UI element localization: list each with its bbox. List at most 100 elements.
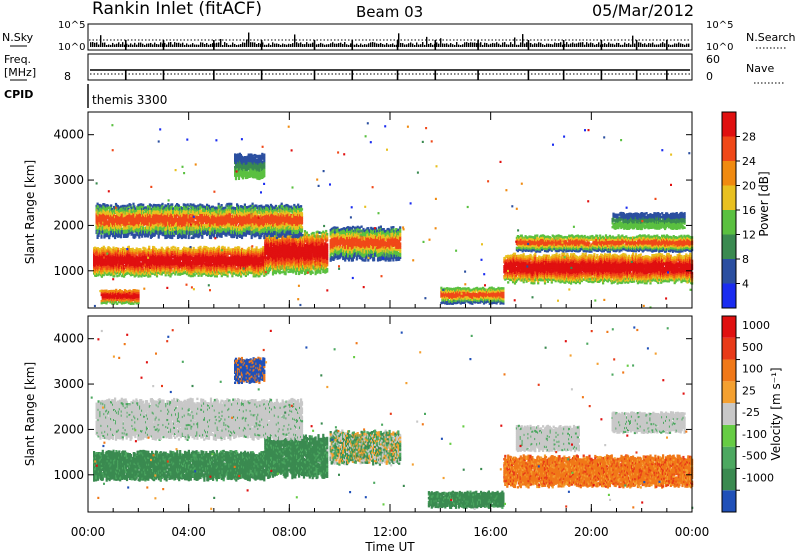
- scatter-cell: [240, 275, 242, 277]
- nsky-bar: [194, 45, 195, 47]
- nsky-bar: [684, 45, 685, 47]
- nsky-bar: [430, 43, 431, 47]
- nsky-bar: [304, 44, 305, 47]
- freq-tick: 8: [64, 70, 71, 83]
- nsky-bar: [534, 43, 535, 47]
- nsky-bar: [346, 44, 347, 47]
- scatter-cell: [193, 247, 195, 249]
- nsky-bar: [246, 39, 247, 47]
- nsky-bar: [472, 43, 473, 47]
- scatter-cell: [238, 247, 240, 249]
- nsky-bar: [506, 44, 507, 47]
- nsky-bar: [380, 43, 381, 47]
- radar-summary-plot: Rankin Inlet (fitACF) Beam 03 05/Mar/201…: [0, 0, 800, 554]
- scatter-cell: [224, 247, 226, 249]
- scatter-cell: [116, 275, 118, 277]
- nsky-bar: [402, 43, 403, 47]
- freq-unit-label: [MHz]: [4, 66, 36, 79]
- nsky-bar: [264, 45, 265, 47]
- nsky-bar: [662, 42, 663, 47]
- nsky-bar: [366, 44, 367, 47]
- nsky-bar: [450, 43, 451, 47]
- nsky-bar: [274, 44, 275, 47]
- scatter-cell: [218, 246, 220, 248]
- nsky-bar: [244, 43, 245, 47]
- nsky-bar: [508, 45, 509, 47]
- nsky-bar: [140, 43, 141, 47]
- nsky-bar: [526, 42, 527, 47]
- nsky-bar: [548, 44, 549, 47]
- nsky-bar: [490, 44, 491, 47]
- nsky-bar: [336, 44, 337, 47]
- nsky-bar: [572, 42, 573, 47]
- scatter-cell: [301, 272, 303, 274]
- nsky-bar: [638, 42, 639, 47]
- nsearch-label: N.Search: [746, 31, 796, 44]
- nsky-bar: [182, 43, 183, 47]
- nsky-bar: [644, 43, 645, 47]
- nave-label: Nave: [746, 62, 774, 75]
- nsky-bar: [582, 42, 583, 47]
- nsky-bar: [610, 44, 611, 47]
- scatter-cell: [218, 248, 220, 250]
- scatter-cell: [227, 253, 229, 255]
- nsky-bar: [296, 42, 297, 47]
- nsky-bar: [166, 45, 167, 47]
- nsky-bar: [300, 42, 301, 47]
- nsky-bar: [642, 44, 643, 47]
- nsky-bar: [206, 43, 207, 47]
- nsky-bar: [186, 43, 187, 47]
- scatter-cell: [240, 273, 242, 275]
- scatter-cell: [256, 274, 258, 276]
- nsky-bar: [334, 44, 335, 47]
- nsky-bar: [640, 43, 641, 47]
- nsky-bar: [250, 42, 251, 47]
- nsky-bar: [318, 44, 319, 47]
- scatter-cell: [136, 247, 138, 249]
- nsky-bar: [656, 44, 657, 47]
- scatter-cell: [113, 256, 115, 258]
- nsky-bar: [492, 43, 493, 47]
- nsky-bar: [408, 43, 409, 47]
- nsky-bar: [428, 44, 429, 47]
- nsky-bar: [170, 42, 171, 47]
- nsky-bar: [192, 43, 193, 47]
- nsky-bar: [316, 44, 317, 47]
- scatter-cell: [279, 272, 281, 274]
- nsky-bar: [120, 44, 121, 47]
- nsky-bar: [370, 42, 371, 47]
- nsky-bar: [202, 43, 203, 47]
- nsky-bar: [340, 43, 341, 47]
- nsky-bar: [470, 42, 471, 47]
- nsky-bar: [270, 45, 271, 47]
- nsky-bar: [594, 45, 595, 47]
- nsky-bar: [138, 43, 139, 47]
- scatter-cell: [136, 256, 138, 258]
- nsky-bar: [524, 44, 525, 47]
- nsky-bar: [268, 43, 269, 47]
- nsky-bar: [108, 44, 109, 47]
- nsky-bar: [310, 44, 311, 47]
- nsky-bar: [424, 45, 425, 47]
- scatter-cell: [149, 275, 151, 277]
- scatter-cell: [211, 264, 213, 266]
- nsky-bar: [540, 43, 541, 47]
- nsky-bar: [330, 43, 331, 47]
- nsky-bar: [234, 44, 235, 47]
- nsky-bar: [678, 42, 679, 47]
- nsky-bar: [220, 39, 221, 47]
- nsky-bar: [468, 43, 469, 47]
- nsky-bar: [514, 37, 515, 47]
- scatter-cell: [281, 271, 283, 273]
- scatter-cell: [172, 246, 174, 248]
- nsky-bar: [142, 44, 143, 47]
- scatter-cell: [177, 247, 179, 249]
- nsky-bar: [650, 44, 651, 47]
- scatter-cell: [170, 273, 172, 275]
- nsky-bar: [654, 45, 655, 47]
- scatter-cell: [295, 273, 297, 275]
- nsky-bar: [460, 45, 461, 47]
- nsky-bar: [302, 44, 303, 47]
- nsky-bar: [458, 45, 459, 47]
- nsky-bar: [660, 43, 661, 47]
